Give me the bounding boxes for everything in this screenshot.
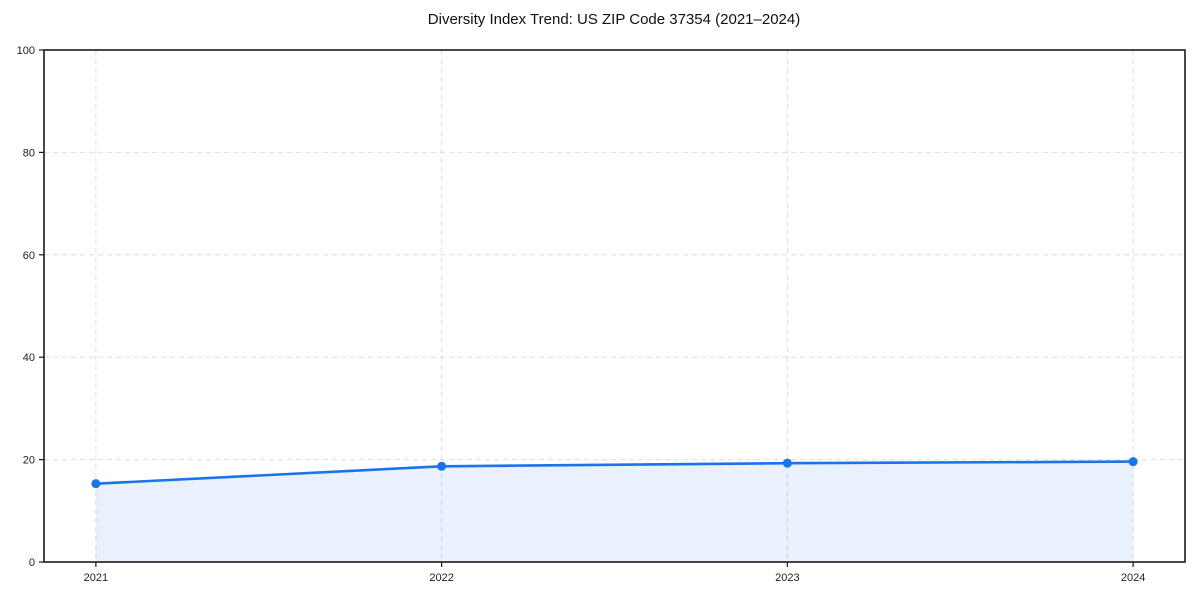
chart-title: Diversity Index Trend: US ZIP Code 37354… (428, 11, 800, 28)
y-tick-label: 100 (17, 45, 35, 57)
plot-box-spines (43, 49, 1186, 563)
x-tick-label: 2021 (84, 572, 108, 584)
x-tick-label: 2023 (775, 572, 799, 584)
y-tick-label: 20 (23, 455, 35, 467)
y-tick-label: 80 (23, 147, 35, 159)
x-tick-label: 2024 (1121, 572, 1145, 584)
data-point-marker (1128, 457, 1138, 467)
x-tick-label: 2022 (429, 572, 453, 584)
series-layer (91, 457, 1138, 562)
y-tick-label: 60 (23, 250, 35, 262)
trend-line (94, 460, 1135, 486)
data-point-marker (782, 458, 792, 468)
axes-layer: 0 20 40 60 80 100 2021 2022 2023 2024 (17, 45, 1186, 584)
y-tick-label: 0 (29, 557, 35, 569)
data-point-marker (437, 461, 447, 471)
area-fill (95, 461, 1134, 562)
y-tick-label: 40 (23, 352, 35, 364)
data-point-marker (91, 479, 101, 489)
